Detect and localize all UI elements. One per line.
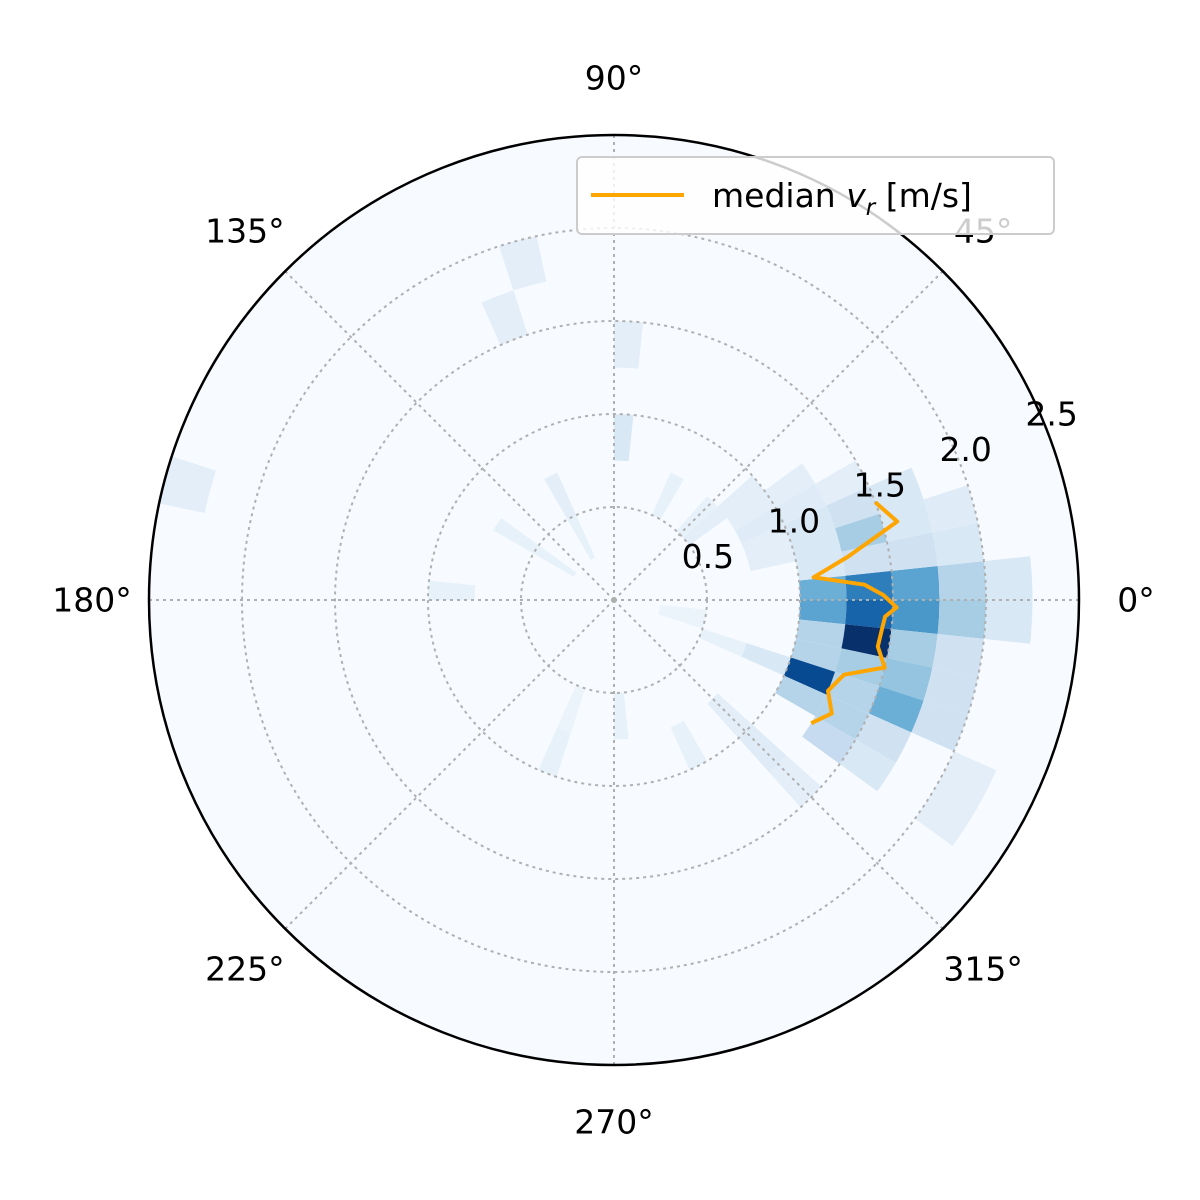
heatmap-cell — [783, 657, 836, 695]
heatmap-cell — [798, 600, 847, 625]
heatmap-cell — [932, 634, 984, 678]
heatmap-cell — [775, 675, 827, 717]
heatmap-cell — [911, 700, 968, 752]
heatmap-cell — [868, 467, 924, 514]
legend-label-sub: r — [866, 195, 877, 221]
angular-gridline — [613, 270, 944, 601]
heatmap-cell — [815, 460, 869, 506]
legend-label-suffix: [m/s] — [875, 176, 972, 215]
angle-tick-label: 315° — [943, 950, 1023, 989]
radial-gridline — [334, 320, 894, 880]
heatmap-cell — [983, 556, 1033, 600]
median-line-layer — [810, 500, 900, 726]
heatmap-cell — [845, 600, 893, 630]
heatmap-cell — [790, 638, 842, 672]
legend-label-prefix: median — [712, 176, 846, 215]
heatmap-cell — [544, 472, 577, 520]
polar-frame — [147, 133, 1081, 1067]
angle-tick-label: 180° — [52, 581, 132, 620]
heatmap-cell — [614, 692, 629, 740]
heatmap-cell — [932, 522, 984, 566]
heatmap-cell — [741, 643, 791, 676]
heatmap-cell — [659, 604, 707, 620]
heatmap-cell — [886, 629, 938, 668]
heatmap-cell — [835, 513, 887, 552]
radial-tick-label: 1.0 — [768, 501, 820, 540]
angle-tick-labels: 0°45°90°135°180°225°270°315° — [52, 59, 1155, 1142]
angular-gridline — [284, 270, 615, 601]
heatmap-cell — [533, 545, 577, 577]
heatmap-cell — [717, 475, 765, 519]
angular-gridline — [613, 599, 944, 930]
legend-box — [576, 156, 1055, 235]
radial-tick-label: 2.0 — [939, 430, 991, 469]
heatmap-cell — [538, 727, 571, 777]
heatmap-cell — [835, 648, 887, 687]
heatmap-cell — [651, 472, 684, 520]
heatmap-cell — [879, 499, 933, 542]
heatmap-cell — [879, 658, 933, 701]
radial-gridline — [427, 413, 801, 787]
heatmap-cell — [790, 528, 842, 562]
heatmap-cell — [937, 561, 986, 600]
heatmap-cell — [914, 786, 977, 846]
heatmap-cell — [557, 684, 586, 733]
heatmap-cell — [499, 236, 547, 291]
heatmap-cell — [683, 506, 727, 546]
heatmap-cell — [493, 518, 539, 554]
angle-tick-label: 270° — [574, 1103, 654, 1142]
heatmap-cell — [567, 515, 596, 560]
angular-gridline — [284, 599, 615, 930]
heatmap-cell — [795, 619, 846, 649]
heatmap-cell — [764, 463, 816, 507]
heatmap-cell — [855, 713, 912, 763]
heatmap-cell — [614, 414, 634, 462]
heatmap-cell — [923, 667, 978, 715]
radial-tick-label: 2.5 — [1025, 395, 1077, 434]
legend: median vr [m/s] — [576, 156, 1055, 235]
heatmap-cell — [839, 739, 896, 792]
angle-tick-label: 0° — [1117, 581, 1155, 620]
heatmap-cell — [670, 720, 707, 770]
heatmap-cell — [802, 716, 856, 764]
heatmap-cell — [734, 507, 784, 544]
heatmap-cell — [826, 671, 880, 714]
legend-label-median: median vr [m/s] — [712, 176, 972, 221]
legend-label-var: v — [846, 176, 866, 215]
heatmap-cell — [746, 542, 796, 571]
heatmap-cell — [826, 486, 880, 529]
radial-tick-labels: 0.5 1.0 1.5 2.0 2.5 — [682, 395, 1078, 576]
heatmap-cell — [481, 290, 528, 346]
heatmap-cell — [676, 496, 718, 538]
heatmap-cell — [614, 321, 644, 369]
angle-tick-label: 135° — [205, 211, 285, 250]
heatmap-cell — [983, 600, 1033, 644]
heatmap-cell — [795, 551, 846, 581]
heatmap-cell — [428, 580, 476, 600]
heatmap-cell — [891, 600, 940, 635]
heatmap-cell — [886, 532, 938, 571]
heatmap-cell — [868, 686, 924, 733]
heatmap-cell — [891, 565, 940, 600]
heatmap-cell — [741, 524, 791, 557]
angle-tick-label: 225° — [205, 950, 285, 989]
heatmap-cell — [775, 483, 827, 525]
angle-tick-label: 90° — [585, 59, 644, 98]
heatmap-cell — [936, 751, 997, 810]
heatmap-cell — [658, 609, 705, 629]
radial-tick-label: 0.5 — [682, 537, 734, 576]
heatmap-cell — [726, 490, 776, 531]
radial-tick-label: 1.5 — [854, 466, 906, 505]
heatmap-cell — [783, 505, 836, 543]
heatmap-cell — [159, 456, 216, 513]
heatmap-cell — [937, 600, 986, 639]
median-line — [810, 500, 900, 726]
heatmap-cell — [923, 485, 978, 533]
heatmap-cell — [698, 628, 747, 657]
